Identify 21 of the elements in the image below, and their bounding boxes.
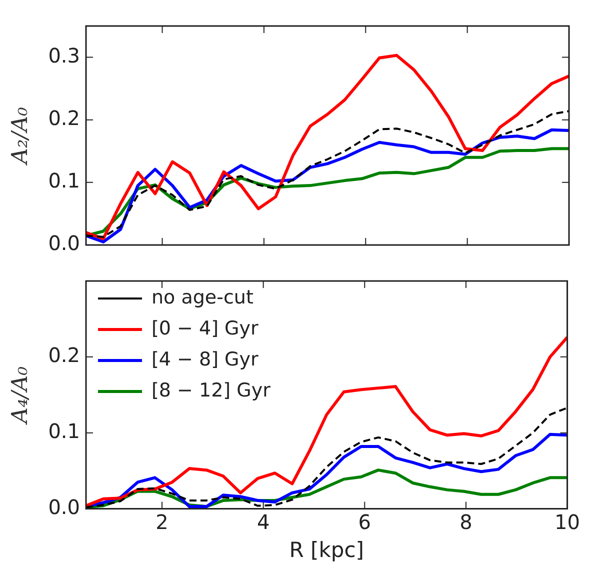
line-series [86,406,568,508]
y-tick-label: 0.3 [48,43,80,68]
y-axis-title: A₂/A₀ [8,106,33,166]
x-tick-label: 2 [156,510,168,534]
legend-label: no age-cut [152,286,254,308]
x-tick-label: 8 [460,510,472,534]
legend-label: [4 − 8] Gyr [152,348,259,370]
x-tick-label: 10 [554,510,580,534]
y-tick-label: 0.1 [48,168,80,193]
x-axis-title: R [kpc] [289,538,364,562]
y-axis-title: A₄/A₀ [8,366,33,426]
y-tick-label: 0.2 [48,343,80,368]
legend-label: [0 − 4] Gyr [152,317,259,340]
line-series [86,110,569,238]
x-tick-label: 4 [256,510,270,534]
y-tick-label: 0.0 [48,495,80,520]
x-tick-label: 6 [358,510,371,534]
y-tick-label: 0.2 [48,106,80,130]
y-tick-label: 0.0 [48,231,80,256]
y-tick-label: 0.1 [48,419,80,444]
legend-label: [8 − 12] Gyr [152,379,271,402]
